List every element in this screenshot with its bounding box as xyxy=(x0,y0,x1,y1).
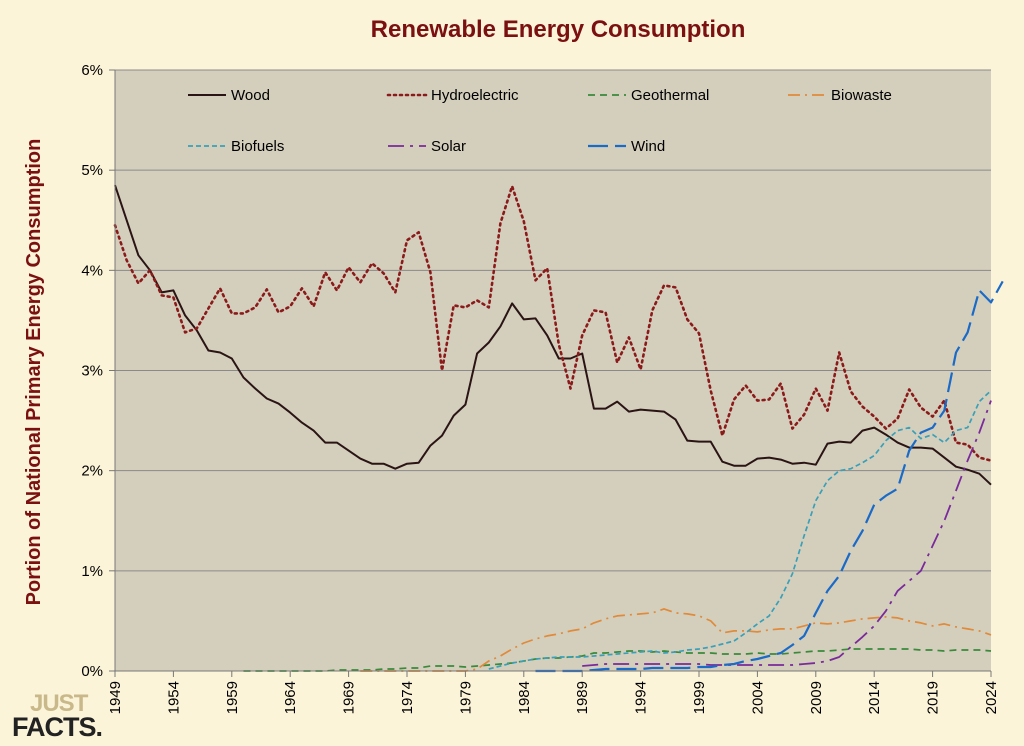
series-line-wind xyxy=(535,280,1004,673)
x-tick-label: 1989 xyxy=(574,681,591,714)
legend-label-geothermal: Geothermal xyxy=(631,87,709,104)
x-tick-label: 1999 xyxy=(691,681,708,714)
x-tick-label: 1979 xyxy=(457,681,474,714)
x-tick-label: 1974 xyxy=(399,681,416,714)
logo-line-1: JUST xyxy=(30,690,88,717)
legend-label-biofuels: Biofuels xyxy=(231,138,284,155)
x-tick-label: 2024 xyxy=(983,681,1000,714)
x-tick-label: 2019 xyxy=(925,681,942,714)
y-tick-label: 1% xyxy=(81,563,103,580)
y-tick-label: 6% xyxy=(81,62,103,79)
x-tick-label: 1984 xyxy=(516,681,533,714)
legend-label-wind: Wind xyxy=(631,138,665,155)
y-tick-label: 2% xyxy=(81,463,103,480)
x-tick-label: 1949 xyxy=(107,681,124,714)
legend: Wood Hydroelectric Geothermal Biowaste Biofu… xyxy=(188,87,892,155)
x-tick-label: 1994 xyxy=(633,681,650,714)
legend-label-hydroelectric: Hydroelectric xyxy=(431,87,519,104)
series-line-geothermal xyxy=(243,648,992,672)
y-tick-label: 3% xyxy=(81,363,103,380)
x-tick-label: 2004 xyxy=(749,681,766,714)
series-lines xyxy=(113,184,1004,673)
series-line-wood xyxy=(114,184,992,486)
x-tick-label: 1969 xyxy=(341,681,358,714)
series-line-hydroelectric xyxy=(113,184,993,462)
x-tick-label: 1954 xyxy=(165,681,182,714)
y-tick-label: 5% xyxy=(81,162,103,179)
x-tick-label: 2014 xyxy=(866,681,883,714)
legend-label-biowaste: Biowaste xyxy=(831,87,892,104)
series-line-solar xyxy=(582,400,992,667)
y-tick-label: 4% xyxy=(81,262,103,279)
legend-label-solar: Solar xyxy=(431,138,466,155)
series-line-biofuels xyxy=(488,389,992,670)
axes: 0% 1% 2% 3% 4% 5% 6% 1949 1954 1959 1964 1969 1974 19… xyxy=(81,62,1000,714)
x-tick-label: 1964 xyxy=(282,681,299,714)
x-tick-label: 2009 xyxy=(808,681,825,714)
legend-label-wood: Wood xyxy=(231,87,270,104)
logo-line-2: FACTS. xyxy=(12,712,103,742)
just-facts-logo: JUST FACTS. xyxy=(12,690,103,744)
chart-title: Renewable Energy Consumption xyxy=(370,16,746,43)
y-tick-label: 0% xyxy=(81,663,103,680)
x-tick-label: 1959 xyxy=(224,681,241,714)
